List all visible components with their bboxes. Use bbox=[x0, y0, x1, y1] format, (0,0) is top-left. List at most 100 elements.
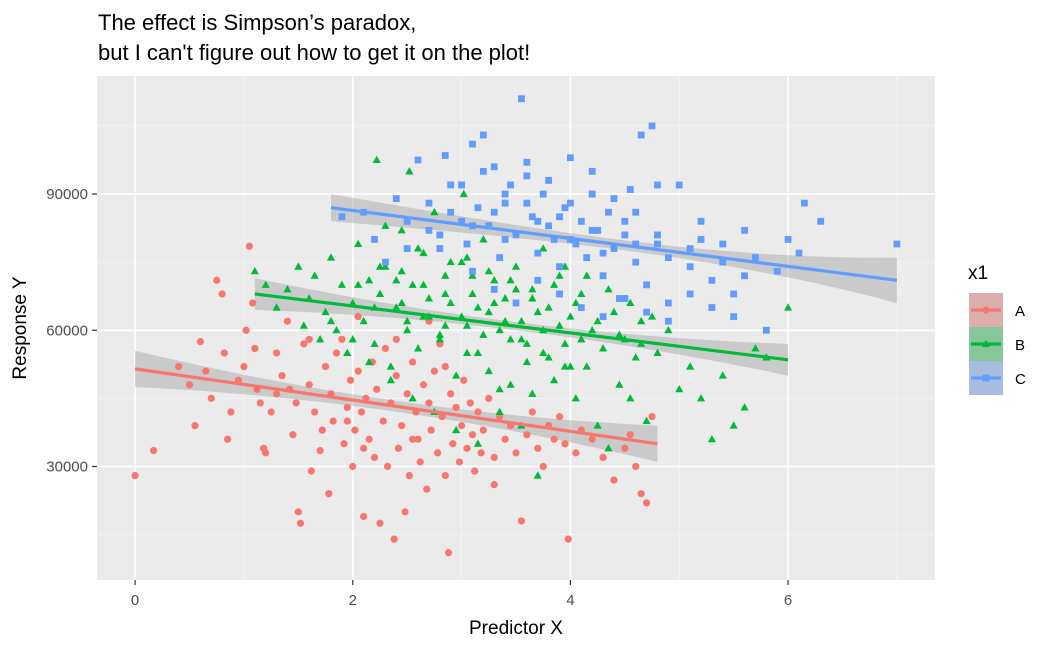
point-A bbox=[452, 403, 460, 412]
point-C bbox=[801, 199, 808, 207]
point-C bbox=[664, 254, 672, 262]
point-A bbox=[447, 390, 455, 398]
point-A bbox=[240, 362, 248, 371]
point-A bbox=[343, 417, 351, 425]
point-A bbox=[262, 449, 270, 457]
point-A bbox=[501, 435, 509, 443]
point-A bbox=[185, 381, 194, 389]
point-C bbox=[501, 199, 509, 207]
point-C bbox=[556, 213, 563, 221]
point-B bbox=[272, 303, 281, 311]
point-B bbox=[332, 325, 341, 334]
x-tick-label: 0 bbox=[131, 592, 139, 609]
point-B bbox=[495, 407, 504, 416]
point-C bbox=[534, 217, 542, 225]
point-B bbox=[446, 298, 455, 307]
point-A bbox=[256, 399, 264, 407]
point-A bbox=[517, 517, 526, 525]
point-B bbox=[397, 266, 406, 275]
point-B bbox=[479, 235, 488, 243]
point-B bbox=[647, 312, 657, 320]
point-A bbox=[376, 519, 384, 527]
point-B bbox=[511, 262, 521, 270]
point-A bbox=[267, 408, 275, 416]
point-A bbox=[621, 444, 629, 452]
x-axis-ticks: 0 2 4 6 bbox=[131, 580, 792, 609]
point-A bbox=[477, 449, 485, 457]
point-B bbox=[686, 362, 695, 370]
point-C bbox=[643, 281, 650, 289]
point-B bbox=[392, 303, 401, 311]
point-C bbox=[784, 236, 792, 243]
point-C bbox=[523, 172, 531, 180]
point-B bbox=[403, 316, 412, 325]
point-A bbox=[175, 362, 183, 371]
point-C bbox=[392, 195, 400, 202]
point-C bbox=[621, 295, 629, 302]
point-A bbox=[523, 431, 531, 439]
point-A bbox=[278, 372, 286, 380]
point-C bbox=[539, 190, 547, 198]
point-A bbox=[283, 317, 292, 325]
point-A bbox=[414, 435, 422, 443]
chart-subtitle: but I can't figure out how to get it on … bbox=[98, 40, 530, 65]
point-A bbox=[360, 444, 368, 452]
point-B bbox=[462, 253, 472, 261]
point-C bbox=[621, 217, 629, 225]
point-C bbox=[599, 313, 607, 321]
point-C bbox=[599, 249, 607, 257]
point-A bbox=[354, 367, 362, 375]
point-C bbox=[458, 217, 465, 225]
point-C bbox=[490, 286, 498, 293]
point-B bbox=[321, 307, 330, 316]
point-B bbox=[604, 444, 613, 452]
point-B bbox=[364, 357, 374, 366]
point-B bbox=[604, 285, 613, 293]
point-A bbox=[346, 376, 355, 384]
point-B bbox=[419, 248, 428, 257]
point-C bbox=[773, 267, 781, 275]
point-C bbox=[371, 236, 378, 243]
point-C bbox=[621, 231, 629, 239]
point-B bbox=[381, 262, 390, 270]
point-B bbox=[533, 307, 542, 316]
point-C bbox=[588, 226, 596, 234]
point-A bbox=[289, 431, 297, 439]
point-A bbox=[305, 335, 313, 343]
point-C bbox=[697, 236, 705, 243]
point-A bbox=[220, 349, 228, 357]
point-C bbox=[436, 245, 444, 252]
y-axis-ticks: 30000 60000 90000 bbox=[46, 186, 97, 475]
x-tick-label: 2 bbox=[349, 592, 357, 609]
point-A bbox=[626, 431, 634, 439]
point-A bbox=[300, 340, 308, 348]
point-B bbox=[403, 325, 412, 334]
point-C bbox=[594, 226, 602, 234]
point-A bbox=[272, 349, 281, 357]
point-B bbox=[261, 280, 270, 288]
point-A bbox=[296, 519, 305, 527]
point-A bbox=[405, 471, 413, 480]
point-C bbox=[817, 217, 825, 225]
point-B bbox=[566, 362, 575, 370]
point-B bbox=[511, 285, 521, 293]
point-B bbox=[566, 312, 575, 320]
point-B bbox=[484, 366, 493, 375]
point-A bbox=[466, 399, 474, 407]
point-B bbox=[642, 416, 651, 425]
point-B bbox=[506, 335, 515, 343]
point-B bbox=[539, 348, 548, 356]
legend-label-A: A bbox=[1015, 303, 1025, 320]
point-B bbox=[528, 294, 537, 302]
point-B bbox=[631, 353, 640, 361]
legend-key-marker-C bbox=[982, 374, 990, 382]
fit-lines bbox=[134, 206, 898, 446]
point-A bbox=[479, 426, 487, 434]
point-C bbox=[338, 213, 346, 221]
major-gridlines bbox=[97, 76, 935, 580]
point-B bbox=[718, 371, 727, 379]
point-C bbox=[523, 158, 531, 166]
point-C bbox=[523, 199, 531, 207]
point-B bbox=[571, 394, 580, 402]
